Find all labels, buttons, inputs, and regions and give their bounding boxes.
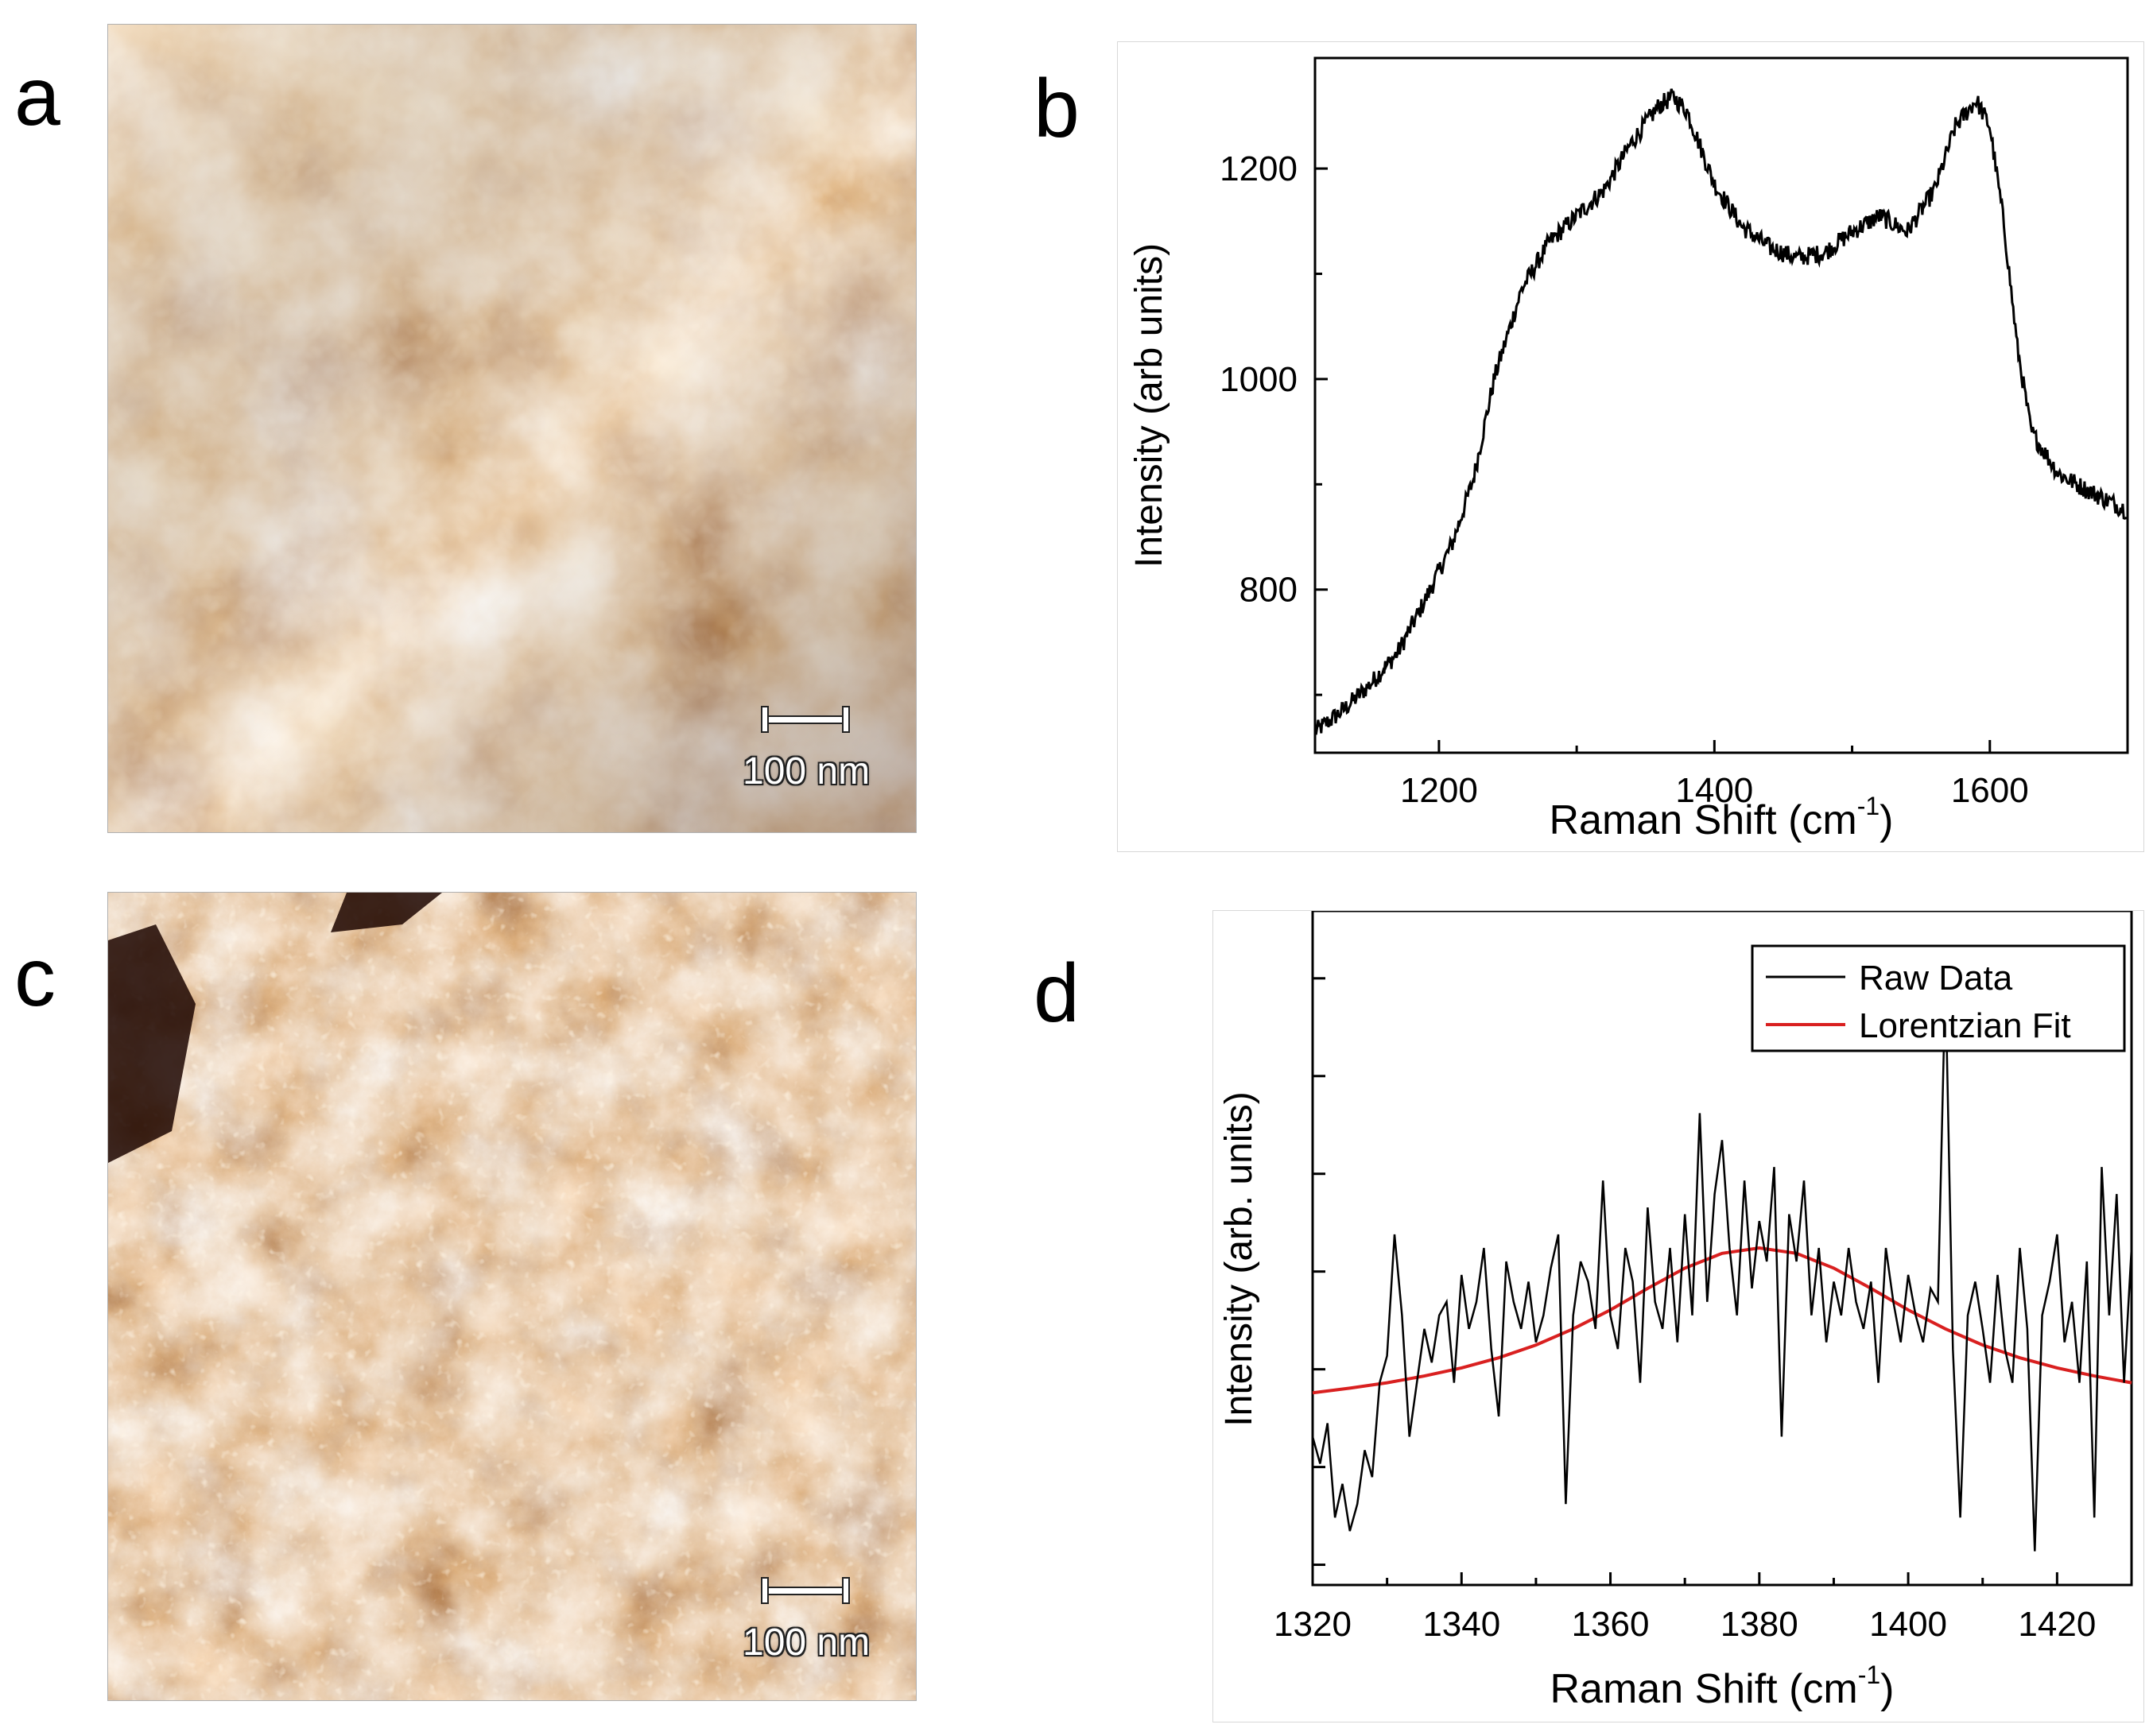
panel-label-c: c xyxy=(14,932,56,1024)
series-line-raw-data xyxy=(1311,978,2133,1552)
x-tick-label-d-1380: 1380 xyxy=(1720,1605,1798,1644)
chart-d: 1320 1340 1360 1380 1400 1420 Raw Data Lorent… xyxy=(1218,909,2133,1712)
afm-topography-c xyxy=(108,893,916,1700)
x-axis-label-b: Raman Shift (cm-1) xyxy=(1550,792,1894,843)
scale-bar-a xyxy=(761,706,850,733)
panel-label-d: d xyxy=(1034,947,1080,1040)
legend-d: Raw Data Lorentzian Fit xyxy=(1751,944,2126,1052)
scale-label-a: 100 nm xyxy=(743,750,871,792)
x-tick-label-d-1420: 1420 xyxy=(2018,1605,2096,1644)
y-tick-label-b-1000: 1000 xyxy=(1220,360,1298,399)
x-tick-label-b-1400: 1400 xyxy=(1675,771,1753,810)
y-axis-label-d: Intensity (arb. units) xyxy=(1218,1091,1260,1427)
series-line-lorentzian-fit xyxy=(1312,1246,2132,1395)
chart-b-frame: 1200 1400 1600 800 1000 1200 Intensity (arb u… xyxy=(1117,41,2144,852)
panel-label-a: a xyxy=(14,51,60,143)
afm-topography-a xyxy=(108,25,916,832)
scale-label-c: 100 nm xyxy=(743,1622,871,1664)
x-tick-label-b-1600: 1600 xyxy=(1951,771,2029,810)
chart-d-frame: 1320 1340 1360 1380 1400 1420 Raw Data Lorent… xyxy=(1212,909,2144,1722)
legend-box xyxy=(1751,944,2126,1052)
x-tick-label-d-1360: 1360 xyxy=(1572,1605,1650,1644)
y-tick-label-b-800: 800 xyxy=(1239,571,1298,610)
y-axis-label-b: Intensity (arb units) xyxy=(1128,243,1170,568)
afm-image-c: 100 nm xyxy=(107,892,917,1701)
chart-b: 1200 1400 1600 800 1000 1200 Intensity (arb u… xyxy=(1128,56,2129,843)
y-tick-label-b-1200: 1200 xyxy=(1220,149,1298,188)
x-tick-label-b-1200: 1200 xyxy=(1400,771,1478,810)
x-axis-label-d: Raman Shift (cm-1) xyxy=(1550,1660,1895,1712)
scale-bar-c xyxy=(761,1577,850,1604)
afm-image-a: 100 nm xyxy=(107,24,917,833)
plot-area-b xyxy=(1313,56,2129,754)
x-tick-label-d-1320: 1320 xyxy=(1274,1605,1352,1644)
series-line-b xyxy=(1313,88,2128,735)
panel-label-b: b xyxy=(1034,63,1080,155)
legend-label-fit: Lorentzian Fit xyxy=(1859,1006,2071,1045)
legend-label-raw: Raw Data xyxy=(1859,959,2013,998)
x-tick-label-d-1400: 1400 xyxy=(1869,1605,1947,1644)
x-tick-label-d-1340: 1340 xyxy=(1422,1605,1500,1644)
